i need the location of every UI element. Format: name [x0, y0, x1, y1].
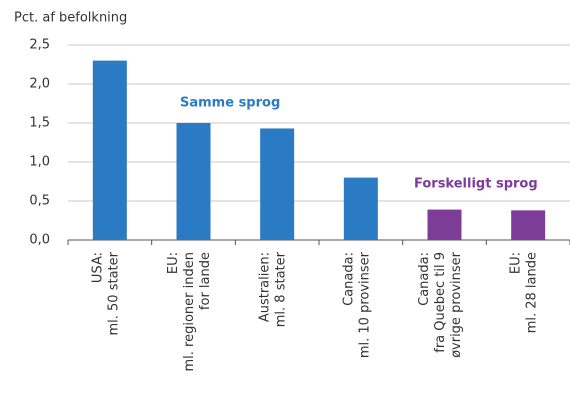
y-axis-label: Pct. af befolkning	[14, 11, 127, 26]
x-tick-label: øvrige provinser	[449, 251, 464, 358]
y-tick-label: 1,5	[29, 116, 50, 131]
bar	[511, 210, 546, 240]
x-tick-label: ml. 8 stater	[274, 251, 289, 327]
bar	[92, 60, 127, 240]
annotation: Samme sprog	[180, 96, 280, 111]
x-tick-label: fra Quebec til 9	[433, 252, 448, 353]
x-tick-label: ml. regioner inden	[182, 252, 197, 371]
y-tick-label: 0,5	[29, 194, 50, 209]
y-tick-label: 0,0	[29, 233, 50, 248]
y-tick-label: 2,5	[29, 38, 50, 53]
x-tick-label: ml. 50 stater	[106, 251, 121, 335]
bar	[343, 177, 378, 240]
x-tick-label: for lande	[198, 252, 213, 310]
y-tick-label: 2,0	[29, 77, 50, 92]
annotation: Forskelligt sprog	[414, 177, 538, 192]
bar	[260, 128, 295, 240]
x-tick-label: Australien:	[258, 252, 273, 322]
x-tick-label: EU:	[166, 252, 181, 274]
x-tick-label: Canada:	[341, 252, 356, 306]
x-tick-label: USA:	[90, 252, 105, 283]
bar	[176, 123, 211, 240]
y-tick-label: 1,0	[29, 155, 50, 170]
x-tick-label: ml. 28 lande	[525, 252, 540, 333]
x-tick-label: EU:	[509, 252, 524, 274]
x-tick-label: ml. 10 provinser	[357, 251, 372, 358]
bar	[427, 209, 462, 240]
x-tick-label: Canada:	[417, 252, 432, 306]
